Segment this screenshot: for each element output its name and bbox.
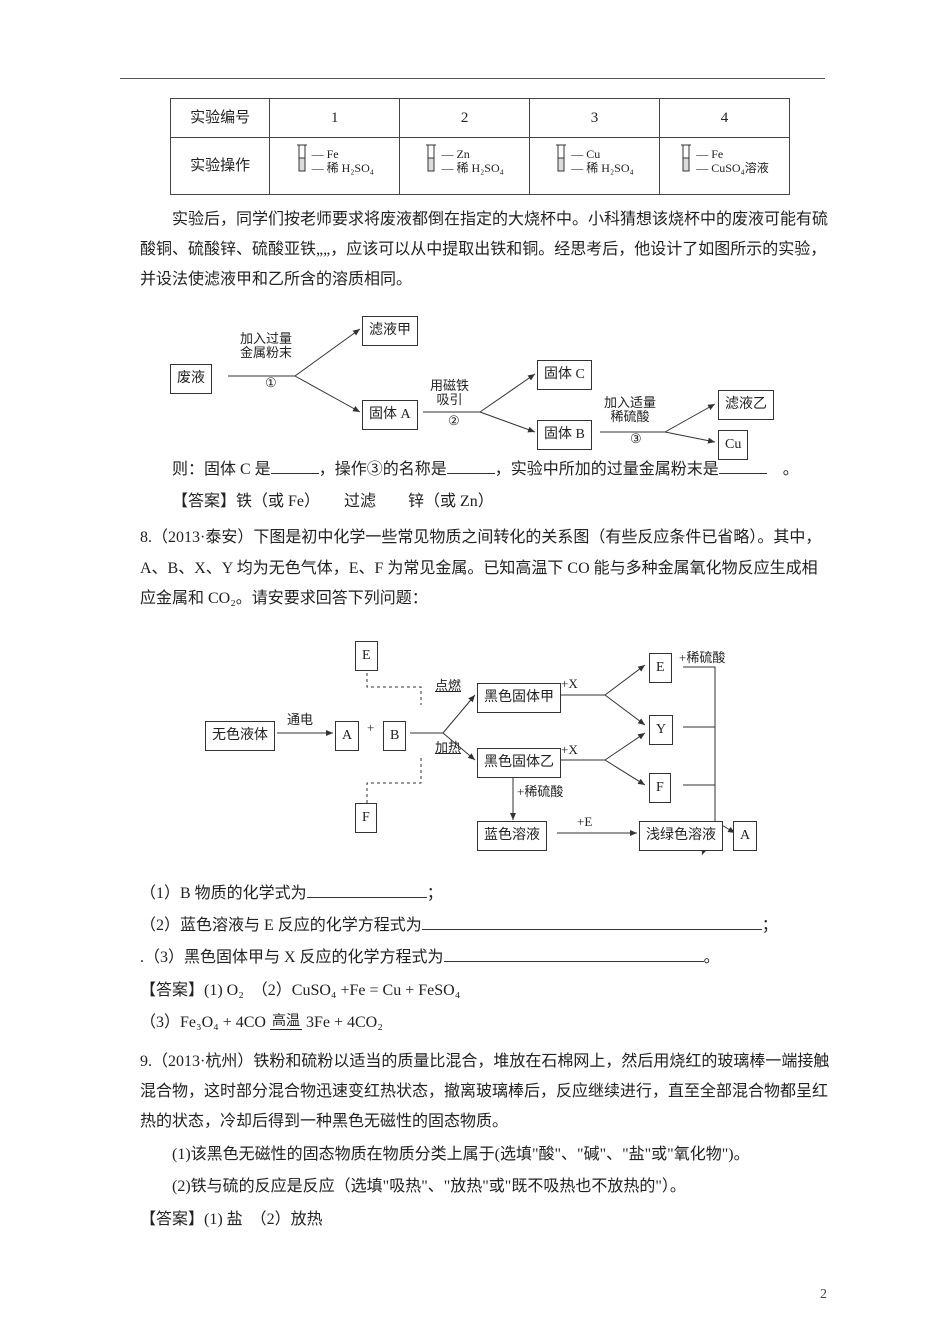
answer-7: 【答案】铁（或 Fe） 过滤 锌（或 Zn） — [140, 487, 830, 517]
box-b: B — [383, 721, 406, 752]
test-tube-icon — [555, 144, 567, 178]
box-e-right: E — [649, 653, 672, 684]
row1-label: 实验编号 — [171, 99, 270, 138]
box-cu: Cu — [718, 430, 748, 461]
box-a-right: A — [733, 821, 757, 852]
test-tube-icon — [425, 144, 437, 178]
test-tube-icon — [296, 144, 308, 178]
label-step3: ③ — [630, 432, 642, 446]
col-2: 2 — [400, 99, 530, 138]
q8-2: （2）蓝色溶液与 E 反应的化学方程式为； — [140, 911, 830, 941]
box-heise2: 黑色固体乙 — [477, 748, 561, 779]
col-1: 1 — [270, 99, 400, 138]
label-plusX-1: +X — [561, 677, 578, 691]
box-f-right: F — [649, 773, 671, 804]
answer-8-3: （3）Fe₃O₄ + 4CO 高温 3Fe + 4CO₂ — [140, 1008, 830, 1038]
answer-8-1: 【答案】(1) O₂ （2）CuSO₄ +Fe = Cu + FeSO₄ — [140, 976, 830, 1006]
test-tube-icon — [680, 144, 692, 178]
row2-label: 实验操作 — [171, 138, 270, 194]
box-filtrate-b: 滤液乙 — [718, 390, 774, 421]
label-step2: ② — [448, 414, 460, 428]
box-wuse: 无色液体 — [205, 721, 275, 752]
col-3: 3 — [530, 99, 660, 138]
box-y: Y — [649, 715, 673, 746]
box-solid-b: 固体 B — [537, 420, 592, 451]
flow-arrows — [170, 304, 790, 449]
label-jiare: 加热 — [435, 741, 461, 755]
op-4: — Fe — CuSO₄溶液 — [659, 138, 789, 194]
box-f-left: F — [355, 803, 377, 834]
col-4: 4 — [659, 99, 789, 138]
q8-head: 8.（2013·泰安）下图是初中化学一些常见物质之间转化的关系图（有些反应条件已… — [140, 523, 830, 614]
box-a: A — [335, 721, 359, 752]
conversion-diagram: E 无色液体 通电 A + B 点燃 加热 黑色固体甲 黑色固体乙 +X +X … — [205, 625, 765, 865]
box-lanse: 蓝色溶液 — [477, 821, 547, 852]
label-add-metal: 加入过量金属粉末 — [240, 332, 292, 361]
op-1: — Fe — 稀 H₂SO₄ — [270, 138, 400, 194]
q9-2: (2)铁与硫的反应是反应（选填"吸热"、"放热"或"既不吸热也不放热的"）。 — [140, 1172, 830, 1202]
box-e-top: E — [355, 641, 378, 672]
box-filtrate-a: 滤液甲 — [362, 316, 418, 347]
label-add-acid: 加入适量稀硫酸 — [604, 396, 656, 425]
box-solid-a: 固体 A — [362, 400, 418, 431]
label-dianran: 点燃 — [435, 679, 461, 693]
para-intro: 实验后，同学们按老师要求将废液都倒在指定的大烧杯中。小科猜想该烧杯中的废液可能有… — [140, 205, 830, 296]
label-plusE: +E — [577, 815, 592, 829]
label-plusX-2: +X — [561, 743, 578, 757]
label-step1: ① — [265, 376, 277, 390]
process-flow-diagram: 废液 加入过量金属粉末 ① 滤液甲 固体 A 用磁铁吸引 ② 固体 C 固体 B… — [170, 304, 790, 449]
q9-head: 9.（2013·杭州）铁粉和硫粉以适当的质量比混合，堆放在石棉网上，然后用烧红的… — [140, 1047, 830, 1138]
q9-1: (1)该黑色无磁性的固态物质在物质分类上属于(选填"酸"、"碱"、"盐"或"氧化… — [140, 1140, 830, 1170]
op-3: — Cu — 稀 H₂SO₄ — [530, 138, 660, 194]
answer-9: 【答案】(1) 盐 （2）放热 — [140, 1205, 830, 1235]
page-number: 2 — [820, 1283, 827, 1308]
box-waste: 废液 — [170, 364, 212, 395]
plus-sign: + — [367, 721, 374, 735]
op-2: — Zn — 稀 H₂SO₄ — [400, 138, 530, 194]
label-xisulacid: +稀硫酸 — [517, 785, 563, 799]
label-magnet: 用磁铁吸引 — [430, 379, 469, 408]
box-qianlv: 浅绿色溶液 — [639, 821, 723, 852]
q8-1: （1）B 物质的化学式为； — [140, 879, 830, 909]
box-heise1: 黑色固体甲 — [477, 683, 561, 714]
label-tongdian: 通电 — [287, 713, 313, 727]
box-solid-c: 固体 C — [537, 360, 592, 391]
label-plus-xisuan: +稀硫酸 — [679, 651, 725, 665]
experiment-table: 实验编号 1 2 3 4 实验操作 — Fe — 稀 H₂SO₄ — [170, 98, 790, 195]
q8-3: .（3）黑色固体甲与 X 反应的化学方程式为。 — [140, 943, 830, 973]
